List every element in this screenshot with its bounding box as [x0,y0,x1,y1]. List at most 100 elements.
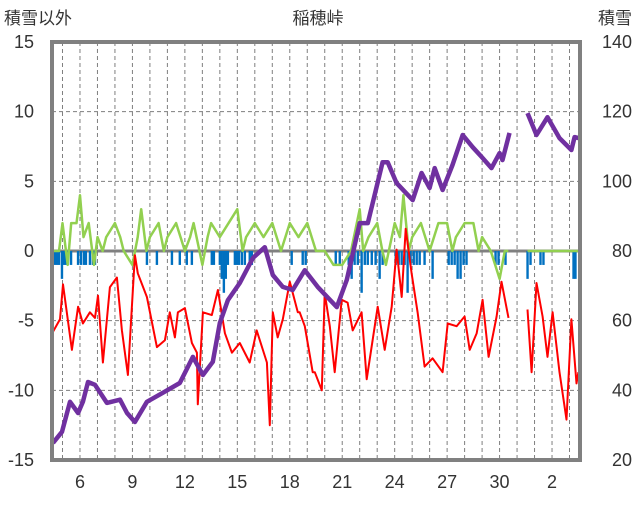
x-tick-label: 12 [175,472,195,492]
precip-bar [456,251,459,279]
precip-bar [226,251,230,265]
precip-bar [400,251,403,265]
precip-bar [347,251,350,265]
precip-bar [210,251,213,265]
precip-bar [240,251,244,265]
precip-bar [542,251,545,265]
x-tick-label: 9 [127,472,137,492]
precip-bar [378,251,381,279]
plot-frame [50,40,582,462]
precip-bar [224,251,227,279]
precip-bar [55,251,59,265]
precip-bar [459,251,462,279]
precip-bar [76,251,80,265]
precip-bar [237,251,241,265]
precip-bar [415,251,418,265]
precip-bar [574,251,577,279]
precip-bar [397,251,400,265]
right-tick-label: 20 [612,450,632,470]
tick-labels: 15 10 5 0 -5 -10 -15 140 120 100 80 60 40 20 6 9 12 15 18 2… [8,32,632,492]
precip-bar [447,251,450,265]
precip-bar [69,251,73,265]
precip-bar [494,251,497,265]
precip-bar [374,251,377,265]
precip-bar [233,251,237,265]
precip-bar [406,251,409,293]
precip-bar [84,251,88,265]
precip-bar [450,251,453,265]
right-tick-label: 80 [612,241,632,261]
precip-bar [212,251,216,265]
right-tick-label: 140 [602,32,632,52]
precip-bar [423,251,426,265]
x-tick-label: 21 [332,472,352,492]
green-series-line [53,194,509,281]
precip-bar [412,251,415,265]
precip-bar [304,251,307,265]
precip-bar [190,251,194,265]
x-tick-label: 24 [385,472,405,492]
left-tick-label: 0 [24,241,34,261]
precip-bar [381,251,384,265]
precip-bar [418,251,421,265]
precip-bar [170,251,174,265]
precip-bar [220,251,223,279]
precip-bar [79,251,83,265]
precip-bar [88,251,92,265]
precip-bar [409,251,412,265]
x-tick-label: 30 [490,472,510,492]
x-tick-label: 18 [280,472,300,492]
precip-bar [185,251,188,265]
precip-bar [57,251,61,265]
temperature-line [52,227,510,427]
precip-bar [334,251,337,265]
precip-bar [60,251,64,279]
x-tick-label: 2 [547,472,557,492]
precip-bar [431,251,434,279]
precip-bar [301,251,304,265]
precip-bar [290,251,293,265]
precip-bar [338,251,341,265]
precip-bar [539,251,542,265]
left-tick-label: 10 [14,102,34,122]
left-tick-label: 5 [24,171,34,191]
precip-bar [53,251,57,265]
left-tick-label: -10 [8,380,34,400]
right-tick-label: 60 [612,311,632,331]
precip-bar [243,251,247,265]
precip-bar [504,251,507,265]
temperature-line [526,282,580,421]
precip-bar [353,251,356,265]
precip-bar [529,251,532,265]
left-tick-label: -15 [8,450,34,470]
precip-bar [462,251,465,265]
precip-bar [572,251,575,279]
precip-bar [453,251,456,265]
precip-bar [235,251,238,265]
precip-bar [82,251,86,265]
snow-depth-line [51,132,512,445]
right-axis-label: 積雪 [598,9,632,28]
left-tick-label: 15 [14,32,34,52]
chart-title: 稲穂峠 [293,9,344,28]
snow-depth-line [525,112,579,153]
precip-bar [363,251,366,265]
left-axis-label: 積雪以外 [4,9,72,28]
precip-bar [178,251,182,265]
x-tick-label: 6 [75,472,85,492]
precip-bar [370,251,373,265]
left-tick-label: -5 [18,311,34,331]
x-tick-label: 27 [437,472,457,492]
precip-bar [62,251,66,265]
precip-bar [218,251,222,265]
precip-bar [526,251,529,279]
x-tick-label: 15 [227,472,247,492]
precip-bar [366,251,369,265]
right-tick-label: 40 [612,380,632,400]
right-tick-label: 100 [602,171,632,191]
series-lines [51,112,580,445]
precip-bar [145,251,149,265]
precip-bar [155,251,159,265]
precip-bar [248,251,251,265]
